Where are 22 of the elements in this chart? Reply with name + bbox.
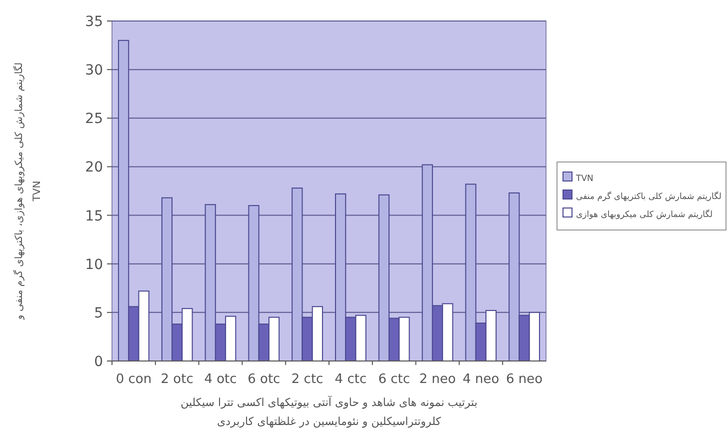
y-tick-label: 0 <box>94 354 103 370</box>
y-tick-label: 15 <box>85 208 103 224</box>
x-tick-label: 2 neo <box>419 372 456 387</box>
x-tick-label: 4 neo <box>462 372 500 387</box>
y-tick-label: 5 <box>94 305 103 322</box>
y-tick-label: 20 <box>85 160 103 176</box>
y-tick-label: 10 <box>85 256 103 273</box>
x-tick-label: 0 con <box>116 372 152 387</box>
x-tick-label: 2 otc <box>160 372 194 387</box>
x-tick-label: 6 neo <box>506 372 543 387</box>
x-tick-label: 6 otc <box>248 372 280 387</box>
legend-label: لگاریتم شمارش کلی باکتریهای گرم منفی <box>576 191 722 202</box>
x-axis-title: بترتیب نمونه های شاهد و حاوی آنتی بیوتیکهای اکسی تترا سیکلین کلروتتراسیکلین و نئومایسین در غلظتهای کاربردی <box>180 395 478 428</box>
x-tick-label: 6 ctc <box>378 372 410 387</box>
legend-label: TVN <box>575 174 594 184</box>
y-tick-label: 25 <box>85 111 103 128</box>
x-tick-label: 4 otc <box>204 372 237 387</box>
y-tick-label: 30 <box>85 62 103 79</box>
legend-label: لگاریتم شمارش کلی میکروبهای هوازی <box>576 209 713 220</box>
y-tick-label: 35 <box>85 14 103 30</box>
x-tick-label: 2 ctc <box>291 372 324 387</box>
x-tick-label: 4 ctc <box>334 372 367 387</box>
